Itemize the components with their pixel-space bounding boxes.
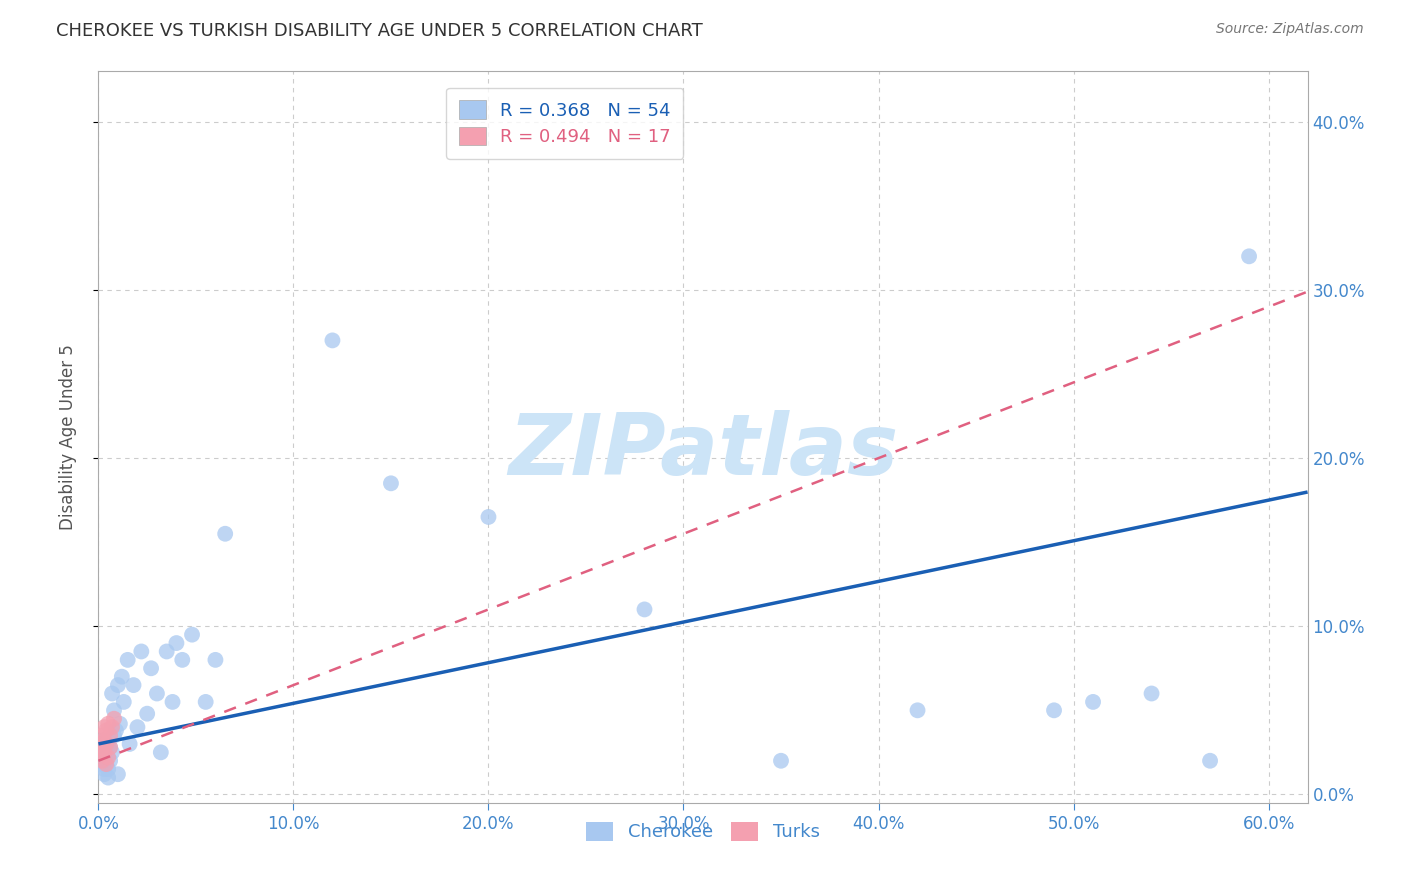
Point [165,636,187,650]
Point [139,661,162,675]
Point [103,712,125,726]
Point [93,733,115,747]
Point [149,745,172,759]
Point [136,706,159,721]
Point [1140,686,1163,700]
Point [156,644,179,658]
Point [89,737,111,751]
Point [214,526,236,541]
Point [380,476,402,491]
Point [96,757,118,772]
Point [108,716,131,731]
Point [633,602,655,616]
Point [93,720,115,734]
Point [93,767,115,781]
Point [769,754,792,768]
Point [101,745,124,759]
Point [98,740,121,755]
Point [91,754,114,768]
Point [96,745,118,759]
Point [101,720,124,734]
Point [93,754,115,768]
Point [112,695,135,709]
Point [321,334,343,348]
Point [194,695,217,709]
Point [91,729,114,743]
Legend: Cherokee, Turks: Cherokee, Turks [579,814,827,848]
Point [107,767,129,781]
Point [98,754,121,768]
Text: Source: ZipAtlas.com: Source: ZipAtlas.com [1216,22,1364,37]
Text: ZIPatlas: ZIPatlas [508,410,898,493]
Point [101,686,124,700]
Point [89,737,111,751]
Y-axis label: Disability Age Under 5: Disability Age Under 5 [59,344,77,530]
Point [181,627,204,641]
Point [98,729,121,743]
Point [97,771,120,785]
Point [1081,695,1104,709]
Point [122,678,145,692]
Point [127,720,149,734]
Point [96,754,118,768]
Point [131,644,153,658]
Point [97,737,120,751]
Point [89,745,111,759]
Point [204,653,226,667]
Point [91,733,114,747]
Point [107,678,129,692]
Point [96,737,118,751]
Point [98,740,121,755]
Point [1043,703,1066,717]
Point [91,757,114,772]
Point [117,653,139,667]
Point [103,703,125,717]
Text: CHEROKEE VS TURKISH DISABILITY AGE UNDER 5 CORRELATION CHART: CHEROKEE VS TURKISH DISABILITY AGE UNDER… [56,22,703,40]
Point [477,510,499,524]
Point [162,695,184,709]
Point [104,723,127,738]
Point [907,703,929,717]
Point [146,686,169,700]
Point [97,716,120,731]
Point [97,750,120,764]
Point [1199,754,1222,768]
Point [97,762,120,776]
Point [96,723,118,738]
Point [93,762,115,776]
Point [118,737,141,751]
Point [93,745,115,759]
Point [93,740,115,755]
Point [172,653,194,667]
Point [89,750,111,764]
Point [91,740,114,755]
Point [91,745,114,759]
Point [111,670,134,684]
Point [103,729,125,743]
Point [1237,249,1260,263]
